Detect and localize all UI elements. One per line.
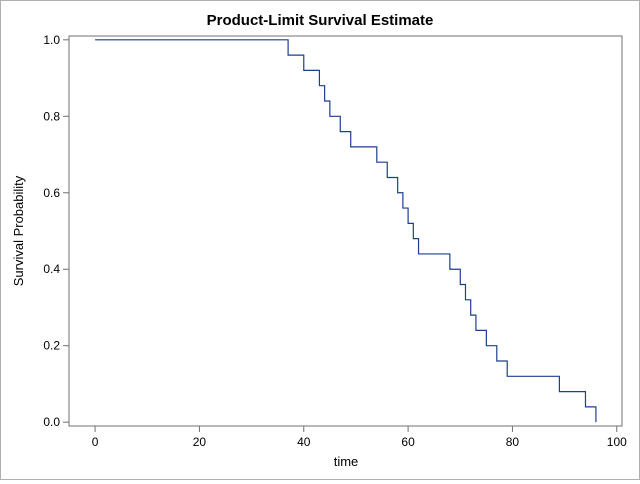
y-tick-label: 0.8 (43, 109, 60, 123)
y-tick-label: 0.2 (43, 339, 60, 353)
y-tick-label: 0.6 (43, 186, 60, 200)
x-axis: 0 20 40 60 80 100 (92, 426, 627, 449)
x-axis-label: time (334, 454, 359, 469)
x-tick-label: 0 (92, 435, 99, 449)
chart-title: Product-Limit Survival Estimate (207, 12, 434, 29)
x-tick-label: 100 (607, 435, 627, 449)
series-layer (95, 39, 597, 423)
x-tick-label: 60 (401, 435, 415, 449)
x-tick-label: 40 (297, 435, 311, 449)
y-axis: 0.0 0.2 0.4 0.6 0.8 1.0 (43, 33, 69, 429)
x-tick-label: 80 (506, 435, 520, 449)
y-tick-label: 1.0 (43, 33, 60, 47)
y-axis-label: Survival Probability (11, 175, 26, 286)
survival-step-line (95, 39, 597, 423)
plot-area (68, 35, 623, 427)
y-tick-label: 0.0 (43, 415, 60, 429)
y-tick-label: 0.4 (43, 262, 60, 276)
x-tick-label: 20 (193, 435, 207, 449)
